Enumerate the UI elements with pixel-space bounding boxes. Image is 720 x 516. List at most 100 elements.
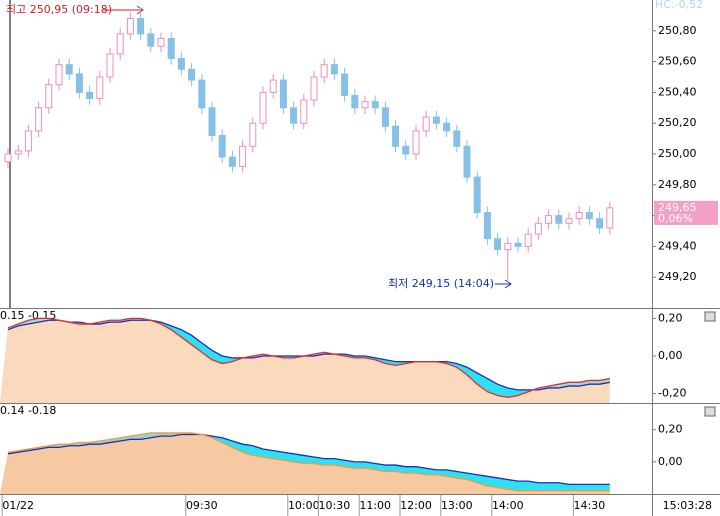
candle-body [249, 122, 257, 147]
x-tick-label: 10:00 [288, 499, 320, 512]
y-tick-label: 250,20 [658, 116, 697, 129]
y-tick-label: 249,80 [658, 178, 697, 191]
close-button[interactable] [704, 311, 716, 322]
candle-body [137, 17, 145, 35]
candle-body [596, 218, 604, 229]
candle-body [35, 107, 43, 132]
candle-body [198, 79, 206, 109]
candle-body [392, 125, 400, 147]
candle-body [534, 222, 542, 235]
y-tick-label: 250,80 [658, 24, 697, 37]
candle-body [432, 116, 440, 124]
candle-body [565, 218, 573, 224]
candle-body [96, 76, 104, 100]
candle-body [402, 145, 410, 155]
y-tick-label: 0,20 [658, 423, 683, 436]
candle-body [269, 79, 277, 93]
x-tick-label: 13:00 [441, 499, 473, 512]
change-label: 0,06% [658, 212, 693, 225]
candle-body [422, 116, 430, 132]
candle-body [310, 76, 318, 101]
candle-body [147, 33, 155, 47]
candle-body [177, 58, 185, 70]
x-tick-label: 09:30 [186, 499, 218, 512]
candle-body [126, 17, 134, 35]
last-price-box [654, 200, 718, 225]
difference-fill [8, 432, 610, 491]
y-tick-label: 0,00 [658, 455, 683, 468]
candle-body [494, 238, 502, 250]
low-annotation: 최저 249,15 (14:04) [388, 277, 494, 290]
candle-body [239, 145, 247, 167]
candle-body [65, 64, 73, 75]
candle-body [116, 33, 124, 55]
candle-body [320, 64, 328, 78]
candle-body [208, 107, 216, 137]
candle-body [443, 122, 451, 132]
close-button[interactable] [704, 406, 716, 417]
candle-body [300, 99, 308, 124]
y-tick-label: 249,20 [658, 270, 697, 283]
x-tick-label: 10:30 [319, 499, 351, 512]
candle-body [361, 101, 369, 109]
y-tick-label: 250,00 [658, 147, 697, 160]
candle-body [555, 215, 563, 224]
candle-body [228, 156, 236, 167]
candle-body [463, 145, 471, 178]
candle-body [106, 53, 114, 78]
x-tick-label: 12:00 [400, 499, 432, 512]
candle-body [86, 91, 94, 100]
candle-body [545, 215, 553, 224]
candle-body [371, 101, 379, 109]
last-price-label: 249,65 [658, 201, 697, 214]
candle-body [14, 150, 22, 155]
candle-body [341, 73, 349, 96]
x-tick-label: 01/22 [2, 499, 34, 512]
candle-body [55, 64, 63, 86]
area-fill [0, 318, 610, 403]
candle-body [473, 176, 481, 214]
y-tick-label: 250,40 [658, 85, 697, 98]
candle-body [412, 130, 420, 155]
candle-body [45, 84, 53, 109]
candle-body [188, 68, 196, 81]
hc-label: HC:-0,52 [655, 0, 703, 11]
candle-body [504, 242, 512, 250]
series-line [7, 319, 610, 391]
y-tick-label: 249,40 [658, 239, 697, 252]
candle-body [24, 130, 32, 152]
indicator-label: -0.14 -0.18 [0, 404, 56, 417]
candle-body [157, 38, 165, 47]
candle-body [606, 207, 614, 229]
y-tick-label: -0,20 [658, 387, 686, 400]
candle-body [4, 153, 12, 163]
candle-body [453, 130, 461, 147]
high-arrow [103, 5, 144, 15]
candle-body [575, 212, 583, 220]
candle-body [167, 38, 175, 60]
x-tick-label: 11:00 [359, 499, 391, 512]
candle-body [524, 233, 532, 247]
candle-body [330, 64, 338, 75]
candle-body [218, 135, 226, 158]
high-annotation: 최고 250,95 (09:18) [6, 3, 112, 16]
y-tick-label: 0,00 [658, 349, 683, 362]
candle-body [381, 107, 389, 127]
candle-body [279, 79, 287, 109]
series-line [7, 317, 610, 399]
candle-body [585, 212, 593, 220]
series-line [7, 433, 610, 486]
candle-body [514, 242, 522, 247]
series-line [7, 432, 610, 492]
candle-body [75, 73, 83, 93]
candle-body [259, 91, 267, 124]
x-tick-label: 14:00 [492, 499, 524, 512]
x-tick-label: 14:30 [574, 499, 606, 512]
y-tick-label: 250,60 [658, 55, 697, 68]
candle-body [483, 212, 491, 240]
candle-body [290, 107, 298, 124]
y-tick-label: 0,20 [658, 311, 683, 324]
candle-body [351, 94, 359, 109]
